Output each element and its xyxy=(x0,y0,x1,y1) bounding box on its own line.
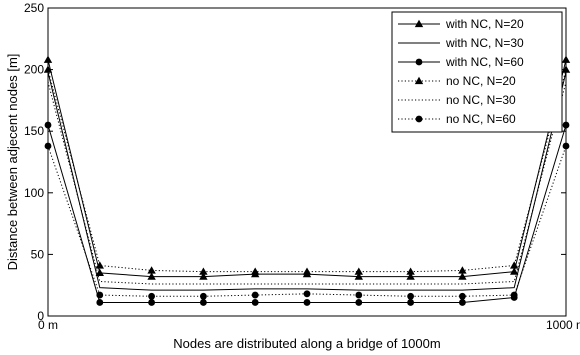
data-point xyxy=(148,299,155,306)
legend-label: no NC, N=20 xyxy=(446,74,516,88)
x-axis-title: Nodes are distributed along a bridge of … xyxy=(173,336,440,351)
data-point xyxy=(407,293,414,300)
legend-label: no NC, N=60 xyxy=(446,112,516,126)
data-point xyxy=(96,292,103,299)
data-point xyxy=(459,293,466,300)
x-tick-label: 0 m xyxy=(38,318,58,332)
data-point xyxy=(511,292,518,299)
data-point xyxy=(407,299,414,306)
legend-label: with NC, N=60 xyxy=(445,55,524,69)
data-point xyxy=(355,292,362,299)
data-point xyxy=(45,122,52,129)
data-point xyxy=(252,292,259,299)
y-tick-label: 100 xyxy=(24,186,44,200)
y-axis-title: Distance between adjecent nodes [m] xyxy=(5,54,20,271)
data-point xyxy=(96,299,103,306)
data-point xyxy=(304,299,311,306)
data-point xyxy=(200,293,207,300)
data-point xyxy=(563,143,570,150)
x-tick-label: 1000 m xyxy=(546,318,580,332)
data-point xyxy=(355,299,362,306)
data-point xyxy=(304,290,311,297)
data-point xyxy=(252,299,259,306)
y-tick-label: 200 xyxy=(24,63,44,77)
data-point xyxy=(200,299,207,306)
legend-label: with NC, N=20 xyxy=(445,17,524,31)
legend-label: no NC, N=30 xyxy=(446,93,516,107)
data-point xyxy=(45,143,52,150)
data-point xyxy=(563,122,570,129)
data-point xyxy=(459,299,466,306)
legend: with NC, N=20 with NC, N=30 with NC, N=60 n… xyxy=(392,12,562,132)
y-tick-label: 150 xyxy=(24,124,44,138)
data-point xyxy=(148,293,155,300)
legend-marker xyxy=(416,59,423,66)
y-tick-label: 250 xyxy=(24,1,44,15)
y-tick-label: 50 xyxy=(31,247,45,261)
legend-label: with NC, N=30 xyxy=(445,36,524,50)
legend-marker xyxy=(416,116,423,123)
